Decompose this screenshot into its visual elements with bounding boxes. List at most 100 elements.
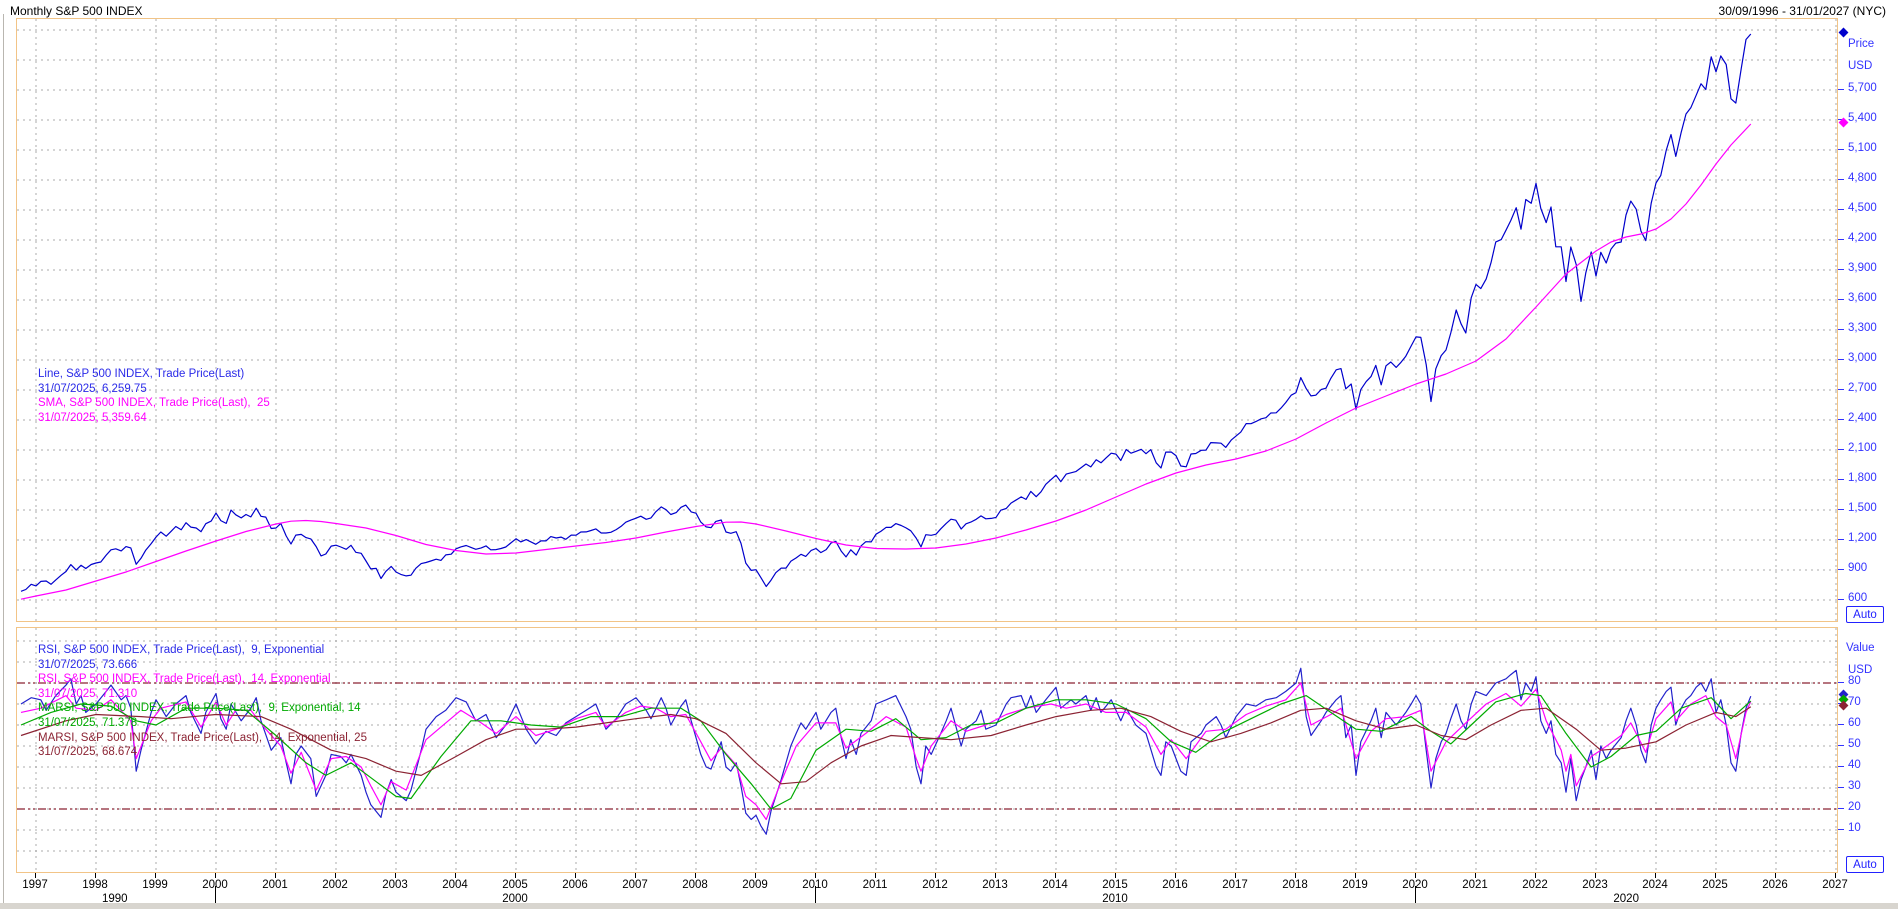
x-axis-year-label: 2017 — [1222, 879, 1248, 891]
y-axis-tick-label: 40 — [1848, 759, 1861, 771]
x-axis-year-tick — [1835, 873, 1836, 878]
y-axis-tick-label: 80 — [1848, 675, 1861, 687]
legend-value-price[interactable]: 31/07/2025, 6,259.75 — [38, 382, 147, 395]
y-axis-tick — [1838, 807, 1844, 809]
x-axis-year-tick — [815, 873, 816, 878]
price-panel-plot-area[interactable] — [16, 18, 1838, 622]
y-axis-tick — [1838, 681, 1844, 683]
x-axis-year-tick — [95, 873, 96, 878]
price-axis-auto-button[interactable]: Auto — [1846, 606, 1884, 623]
y-axis-tick — [1838, 538, 1844, 540]
y-axis-tick — [1838, 598, 1844, 600]
y-axis-tick — [1838, 828, 1844, 830]
x-axis-decade-tick — [1415, 886, 1416, 905]
x-axis-year-tick — [1475, 873, 1476, 878]
x-axis-decade-label: 2010 — [1102, 893, 1128, 905]
y-axis-tick-label: 60 — [1848, 717, 1861, 729]
legend-value-marsi14[interactable]: 31/07/2025, 68.674 — [38, 746, 138, 759]
y-axis-tick-label: 5,100 — [1848, 142, 1877, 154]
x-axis-year-tick — [1415, 873, 1416, 878]
rsi-panel-plot-area[interactable] — [16, 627, 1838, 873]
x-axis-year-label: 2022 — [1522, 879, 1548, 891]
rsi-legend: RSI, S&P 500 INDEX, Trade Price(Last), 9… — [38, 643, 367, 760]
x-axis-year-label: 1999 — [142, 879, 168, 891]
x-axis-year-tick — [1235, 873, 1236, 878]
x-axis-year-label: 2012 — [922, 879, 948, 891]
y-axis-tick — [1838, 448, 1844, 450]
y-axis-tick — [1838, 744, 1844, 746]
x-axis-year-label: 2008 — [682, 879, 708, 891]
x-axis-year-tick — [1715, 873, 1716, 878]
legend-line-rsi14[interactable]: RSI, S&P 500 INDEX, Trade Price(Last), 1… — [38, 673, 331, 686]
x-axis-year-tick — [695, 873, 696, 878]
y-axis-tick-label: 10 — [1848, 822, 1861, 834]
y-axis-tick-label: 600 — [1848, 592, 1868, 604]
x-axis-year-tick — [1595, 873, 1596, 878]
price-axis-currency-label: USD — [1848, 60, 1873, 72]
y-axis-tick — [1838, 388, 1844, 390]
legend-line-marsi9[interactable]: MARSI, S&P 500 INDEX, Trade Price(Last),… — [38, 702, 361, 715]
y-axis-tick-label: 5,700 — [1848, 82, 1877, 94]
x-axis-year-label: 2003 — [382, 879, 408, 891]
x-axis-year-label: 2024 — [1642, 879, 1668, 891]
x-axis-year-label: 2001 — [262, 879, 288, 891]
x-axis-year-label: 2027 — [1822, 879, 1848, 891]
legend-line-price[interactable]: Line, S&P 500 INDEX, Trade Price(Last) — [38, 368, 245, 380]
x-axis-year-label: 2004 — [442, 879, 468, 891]
y-axis-tick-label: 4,800 — [1848, 172, 1877, 184]
rsi-chart-canvas[interactable] — [17, 628, 1837, 872]
x-axis-year-label: 1998 — [82, 879, 108, 891]
x-axis-year-tick — [1115, 873, 1116, 878]
y-axis-tick — [1838, 765, 1844, 767]
y-axis-tick — [1838, 508, 1844, 510]
y-axis-tick-label: 3,000 — [1848, 352, 1877, 364]
legend-value-sma[interactable]: 31/07/2025, 5,359.64 — [38, 411, 147, 424]
x-axis-year-label: 2013 — [982, 879, 1008, 891]
window-left-edge — [3, 14, 4, 903]
x-axis-decade-tick — [815, 886, 816, 905]
legend-line-marsi14[interactable]: MARSI, S&P 500 INDEX, Trade Price(Last),… — [38, 731, 367, 744]
y-axis-tick-label: 2,100 — [1848, 442, 1877, 454]
legend-line-rsi9[interactable]: RSI, S&P 500 INDEX, Trade Price(Last), 9… — [38, 644, 325, 656]
y-axis-tick — [1838, 268, 1844, 270]
x-axis-year-label: 2014 — [1042, 879, 1068, 891]
price-axis-unit-label: Price — [1848, 38, 1875, 50]
x-axis-year-tick — [755, 873, 756, 878]
x-axis-decade-tick — [215, 886, 216, 905]
legend-value-rsi14[interactable]: 31/07/2025, 71.310 — [38, 687, 138, 700]
legend-line-sma[interactable]: SMA, S&P 500 INDEX, Trade Price(Last), 2… — [38, 397, 270, 410]
series-line — [20, 123, 1752, 600]
y-axis-tick-label: 1,800 — [1848, 472, 1877, 484]
legend-value-rsi9[interactable]: 31/07/2025, 73.666 — [38, 658, 138, 671]
y-axis-tick-label: 3,600 — [1848, 292, 1877, 304]
x-axis-year-tick — [335, 873, 336, 878]
y-axis-tick-label: 2,700 — [1848, 382, 1877, 394]
legend-value-marsi9[interactable]: 31/07/2025, 71.378 — [38, 716, 138, 729]
x-axis-year-tick — [215, 873, 216, 878]
y-axis-tick — [1838, 238, 1844, 240]
rsi-axis-auto-button[interactable]: Auto — [1846, 856, 1884, 873]
y-axis-tick-label: 900 — [1848, 562, 1868, 574]
x-axis-year-tick — [155, 873, 156, 878]
x-axis-year-tick — [1055, 873, 1056, 878]
last-value-diamond-marker — [1838, 27, 1849, 38]
y-axis-tick — [1838, 328, 1844, 330]
x-axis-year-label: 2021 — [1462, 879, 1488, 891]
y-axis-tick-label: 3,900 — [1848, 262, 1877, 274]
x-axis-year-tick — [455, 873, 456, 878]
y-axis-tick — [1838, 786, 1844, 788]
rsi-axis-unit-label: Value — [1846, 642, 1875, 654]
y-axis-tick-label: 30 — [1848, 780, 1861, 792]
x-axis-year-label: 2020 — [1402, 879, 1428, 891]
price-legend: Line, S&P 500 INDEX, Trade Price(Last) 3… — [38, 367, 270, 425]
price-chart-canvas[interactable] — [17, 19, 1837, 621]
y-axis-tick-label: 1,200 — [1848, 532, 1877, 544]
series-line — [20, 706, 1752, 785]
y-axis-tick-label: 3,300 — [1848, 322, 1877, 334]
chart-title: Monthly S&P 500 INDEX — [10, 4, 143, 18]
x-axis-year-tick — [35, 873, 36, 878]
x-axis-year-tick — [1295, 873, 1296, 878]
y-axis-tick-label: 4,500 — [1848, 202, 1877, 214]
y-axis-tick-label: 5,400 — [1848, 112, 1877, 124]
